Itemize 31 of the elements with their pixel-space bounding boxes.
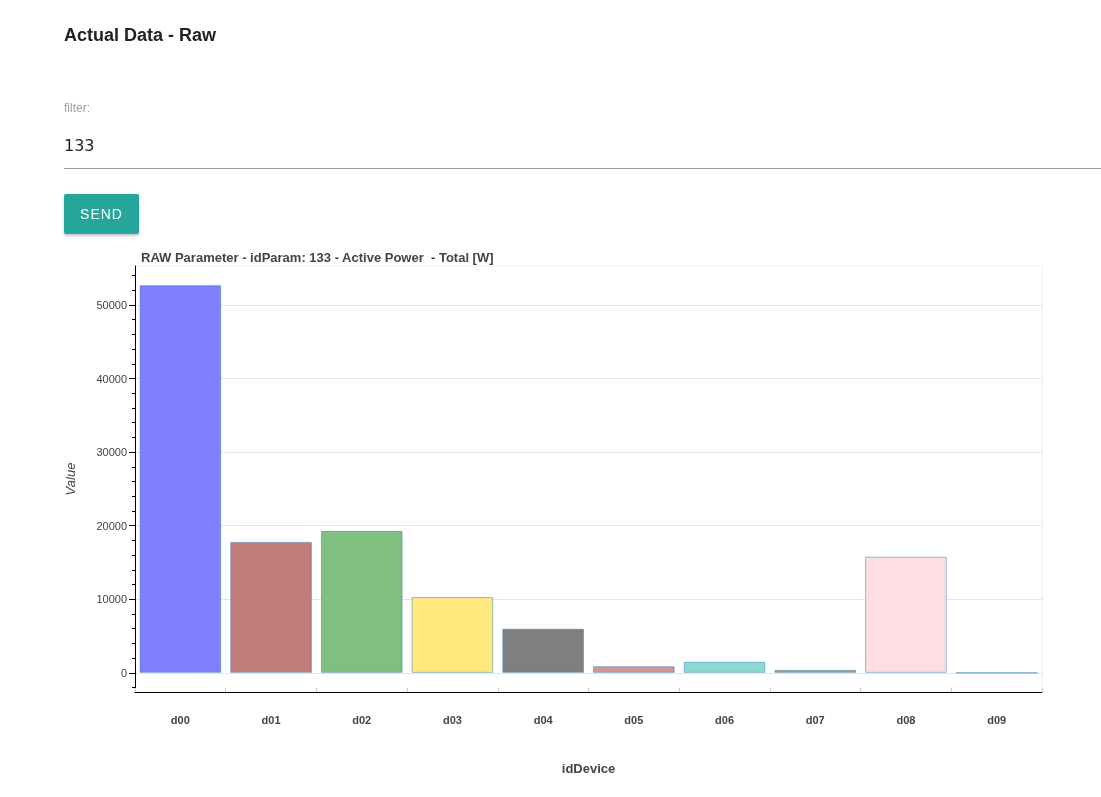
text-field: 133	[64, 130, 1101, 169]
x-tick-label: d02	[352, 713, 372, 726]
chart-title: RAW Parameter - idParam: 133 - Active Power - Total [W]	[141, 250, 494, 265]
bar	[593, 666, 675, 673]
y-tick-label: 40000	[96, 372, 127, 385]
x-tick-label: d01	[261, 713, 281, 726]
y-tick-label: 0	[120, 666, 127, 679]
bar	[230, 541, 312, 673]
x-tick-label: d00	[170, 713, 190, 726]
y-tick-label: 20000	[96, 519, 127, 532]
x-tick-label: d05	[624, 713, 644, 726]
bar	[865, 556, 947, 673]
y-axis-title: Value	[63, 462, 78, 496]
bar	[683, 661, 766, 673]
text: Actual Data - Raw	[64, 25, 217, 46]
x-axis-title: idDevice	[561, 761, 616, 776]
button: SEND	[64, 194, 139, 234]
text: filter:	[64, 101, 91, 115]
x-tick-label: d06	[715, 713, 735, 726]
y-tick-label: 10000	[96, 593, 127, 606]
bar	[502, 628, 584, 673]
x-tick-label: d03	[442, 713, 462, 726]
x-tick-label: d04	[533, 713, 554, 726]
x-tick-label: d08	[896, 713, 916, 726]
bar	[411, 597, 494, 673]
bar	[139, 285, 222, 673]
x-tick-label: d07	[805, 713, 825, 726]
bar	[320, 530, 403, 673]
y-tick-label: 50000	[96, 298, 127, 311]
y-tick-label: 30000	[96, 446, 127, 459]
x-tick-label: d09	[987, 713, 1007, 726]
